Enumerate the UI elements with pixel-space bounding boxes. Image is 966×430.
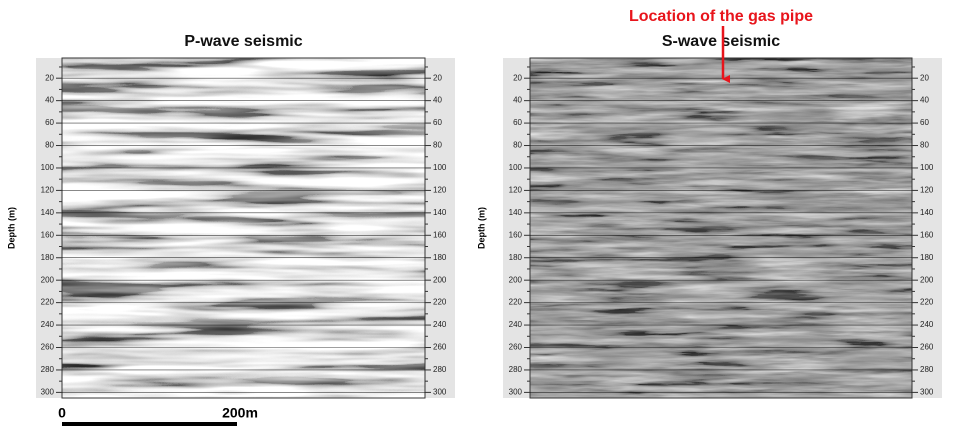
y-tick-label: 300 [433,387,447,396]
y-tick-label: 200 [509,275,523,284]
y-tick-label: 240 [920,320,934,329]
y-tick-label: 260 [920,343,934,352]
panel-title: S-wave seismic [662,33,780,50]
seismic-image [62,58,425,398]
y-tick-label: 280 [509,365,523,374]
y-tick-label: 220 [920,298,934,307]
y-tick-label: 200 [920,275,934,284]
y-tick-label: 180 [433,253,447,262]
y-tick-label: 180 [41,253,55,262]
y-tick-label: 160 [509,230,523,239]
y-tick-label: 100 [41,163,55,172]
y-tick-label: 80 [513,141,522,150]
y-tick-label: 80 [433,141,442,150]
y-tick-label: 40 [513,96,522,105]
plot-frame [61,57,426,399]
y-tick-label: 60 [513,118,522,127]
y-tick-label: 40 [433,96,442,105]
y-tick-label: 140 [920,208,934,217]
y-tick-label: 180 [509,253,523,262]
y-tick-label: 40 [45,96,54,105]
panel-title: P-wave seismic [184,33,302,50]
y-tick-label: 140 [433,208,447,217]
y-tick-label: 280 [433,365,447,374]
y-tick-label: 80 [45,141,54,150]
y-tick-label: 140 [509,208,523,217]
y-tick-label: 240 [433,320,447,329]
y-tick-label: 20 [45,73,54,82]
y-axis-label: Depth (m) [476,207,486,249]
y-tick-label: 280 [41,365,55,374]
axis-strip [912,58,942,398]
y-tick-label: 100 [920,163,934,172]
y-tick-label: 220 [41,298,55,307]
y-tick-label: 200 [41,275,55,284]
y-tick-label: 60 [433,118,442,127]
y-tick-label: 300 [509,387,523,396]
y-tick-label: 220 [433,298,447,307]
y-tick-label: 180 [920,253,934,262]
y-tick-label: 260 [509,343,523,352]
y-tick-label: 160 [920,230,934,239]
y-tick-label: 300 [920,387,934,396]
y-tick-label: 240 [509,320,523,329]
y-tick-label: 140 [41,208,55,217]
y-tick-label: 120 [509,186,523,195]
y-tick-label: 100 [509,163,523,172]
y-tick-label: 20 [513,73,522,82]
y-tick-label: 20 [433,73,442,82]
y-tick-label: 120 [41,186,55,195]
y-tick-label: 260 [41,343,55,352]
y-tick-label: 120 [433,186,447,195]
y-tick-label: 240 [41,320,55,329]
plot-frame [529,57,913,399]
y-tick-label: 40 [920,96,929,105]
scale-start: 0 [58,405,66,421]
annotation: Location of the gas pipe [629,8,813,25]
axis-strip [425,58,455,398]
axis-strip [36,58,62,398]
axis-strip [503,58,530,398]
y-tick-label: 200 [433,275,447,284]
y-tick-label: 60 [920,118,929,127]
y-tick-label: 80 [920,141,929,150]
y-tick-label: 100 [433,163,447,172]
y-tick-label: 60 [45,118,54,127]
scale-end: 200m [222,405,258,421]
y-tick-label: 120 [920,186,934,195]
y-tick-label: 260 [433,343,447,352]
seismic-image [530,58,912,398]
y-tick-label: 160 [41,230,55,239]
y-tick-label: 300 [41,387,55,396]
y-axis-label: Depth (m) [6,207,16,249]
y-tick-label: 220 [509,298,523,307]
y-tick-label: 280 [920,365,934,374]
y-tick-label: 20 [920,73,929,82]
y-tick-label: 160 [433,230,447,239]
